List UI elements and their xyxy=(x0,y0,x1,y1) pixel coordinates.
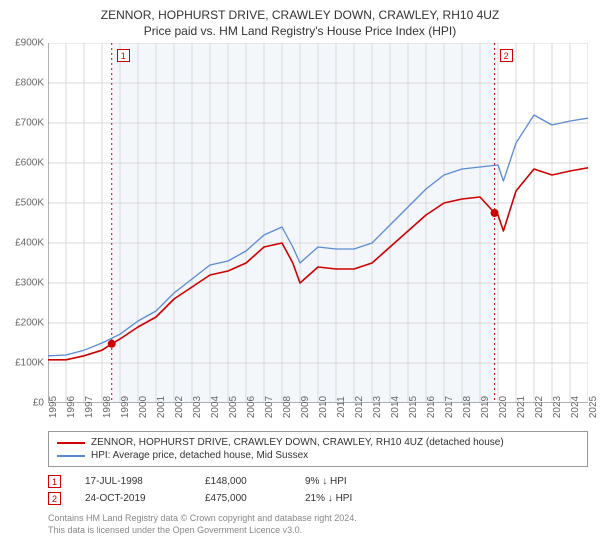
legend-label: ZENNOR, HOPHURST DRIVE, CRAWLEY DOWN, CR… xyxy=(91,437,504,448)
y-tick-label: £800K xyxy=(15,78,44,89)
footer-line-1: Contains HM Land Registry data © Crown c… xyxy=(48,513,588,525)
sales-row: 2 24-OCT-2019£475,00021% ↓ HPI xyxy=(48,490,588,507)
x-tick-label: 2009 xyxy=(300,396,311,418)
legend-row: HPI: Average price, detached house, Mid … xyxy=(57,449,579,462)
x-tick-label: 1996 xyxy=(66,396,77,418)
sales-table: 1 17-JUL-1998£148,0009% ↓ HPI 2 24-OCT-2019… xyxy=(48,473,588,507)
y-tick-label: £0 xyxy=(33,398,44,409)
y-tick-label: £600K xyxy=(15,158,44,169)
x-tick-label: 2003 xyxy=(192,396,203,418)
y-tick-label: £100K xyxy=(15,358,44,369)
x-tick-label: 2022 xyxy=(534,396,545,418)
x-tick-label: 2008 xyxy=(282,396,293,418)
sales-date: 17-JUL-1998 xyxy=(85,476,205,487)
sales-marker: 1 xyxy=(48,475,61,488)
chart-svg xyxy=(48,43,588,403)
x-tick-label: 1998 xyxy=(102,396,113,418)
x-tick-label: 2007 xyxy=(264,396,275,418)
legend: ZENNOR, HOPHURST DRIVE, CRAWLEY DOWN, CR… xyxy=(48,431,588,467)
x-tick-label: 2013 xyxy=(372,396,383,418)
x-tick-label: 2017 xyxy=(444,396,455,418)
y-tick-label: £700K xyxy=(15,118,44,129)
x-tick-label: 2001 xyxy=(156,396,167,418)
title-line-1: ZENNOR, HOPHURST DRIVE, CRAWLEY DOWN, CR… xyxy=(0,8,600,24)
sales-row: 1 17-JUL-1998£148,0009% ↓ HPI xyxy=(48,473,588,490)
title-line-2: Price paid vs. HM Land Registry's House … xyxy=(0,24,600,40)
sales-price: £475,000 xyxy=(205,493,305,504)
x-tick-label: 2021 xyxy=(516,396,527,418)
sales-date: 24-OCT-2019 xyxy=(85,493,205,504)
x-tick-label: 2025 xyxy=(588,396,599,418)
sales-pct: 9% ↓ HPI xyxy=(305,476,425,487)
x-tick-label: 2019 xyxy=(480,396,491,418)
x-tick-label: 1995 xyxy=(48,396,59,418)
x-tick-label: 2010 xyxy=(318,396,329,418)
x-tick-label: 2012 xyxy=(354,396,365,418)
x-tick-label: 2024 xyxy=(570,396,581,418)
x-tick-label: 2015 xyxy=(408,396,419,418)
x-tick-label: 2002 xyxy=(174,396,185,418)
x-tick-label: 2016 xyxy=(426,396,437,418)
x-tick-label: 2006 xyxy=(246,396,257,418)
y-tick-label: £200K xyxy=(15,318,44,329)
sales-marker: 2 xyxy=(48,492,61,505)
chart-area: £0£100K£200K£300K£400K£500K£600K£700K£80… xyxy=(48,43,588,403)
x-tick-label: 1999 xyxy=(120,396,131,418)
legend-row: ZENNOR, HOPHURST DRIVE, CRAWLEY DOWN, CR… xyxy=(57,436,579,449)
legend-label: HPI: Average price, detached house, Mid … xyxy=(91,450,308,461)
x-tick-label: 2014 xyxy=(390,396,401,418)
y-tick-label: £900K xyxy=(15,38,44,49)
y-tick-label: £500K xyxy=(15,198,44,209)
legend-swatch xyxy=(57,455,85,457)
x-tick-label: 2000 xyxy=(138,396,149,418)
x-tick-label: 2023 xyxy=(552,396,563,418)
y-tick-label: £400K xyxy=(15,238,44,249)
footer: Contains HM Land Registry data © Crown c… xyxy=(48,513,588,536)
sales-price: £148,000 xyxy=(205,476,305,487)
legend-swatch xyxy=(57,442,85,444)
sale-marker-box: 1 xyxy=(117,49,130,62)
x-tick-label: 2020 xyxy=(498,396,509,418)
x-tick-label: 2005 xyxy=(228,396,239,418)
container: ZENNOR, HOPHURST DRIVE, CRAWLEY DOWN, CR… xyxy=(0,0,600,560)
x-tick-label: 2011 xyxy=(336,396,347,418)
sales-pct: 21% ↓ HPI xyxy=(305,493,425,504)
sale-marker-box: 2 xyxy=(500,49,513,62)
x-tick-label: 1997 xyxy=(84,396,95,418)
x-tick-label: 2004 xyxy=(210,396,221,418)
footer-line-2: This data is licensed under the Open Gov… xyxy=(48,525,588,537)
title-block: ZENNOR, HOPHURST DRIVE, CRAWLEY DOWN, CR… xyxy=(0,0,600,43)
y-tick-label: £300K xyxy=(15,278,44,289)
x-tick-label: 2018 xyxy=(462,396,473,418)
